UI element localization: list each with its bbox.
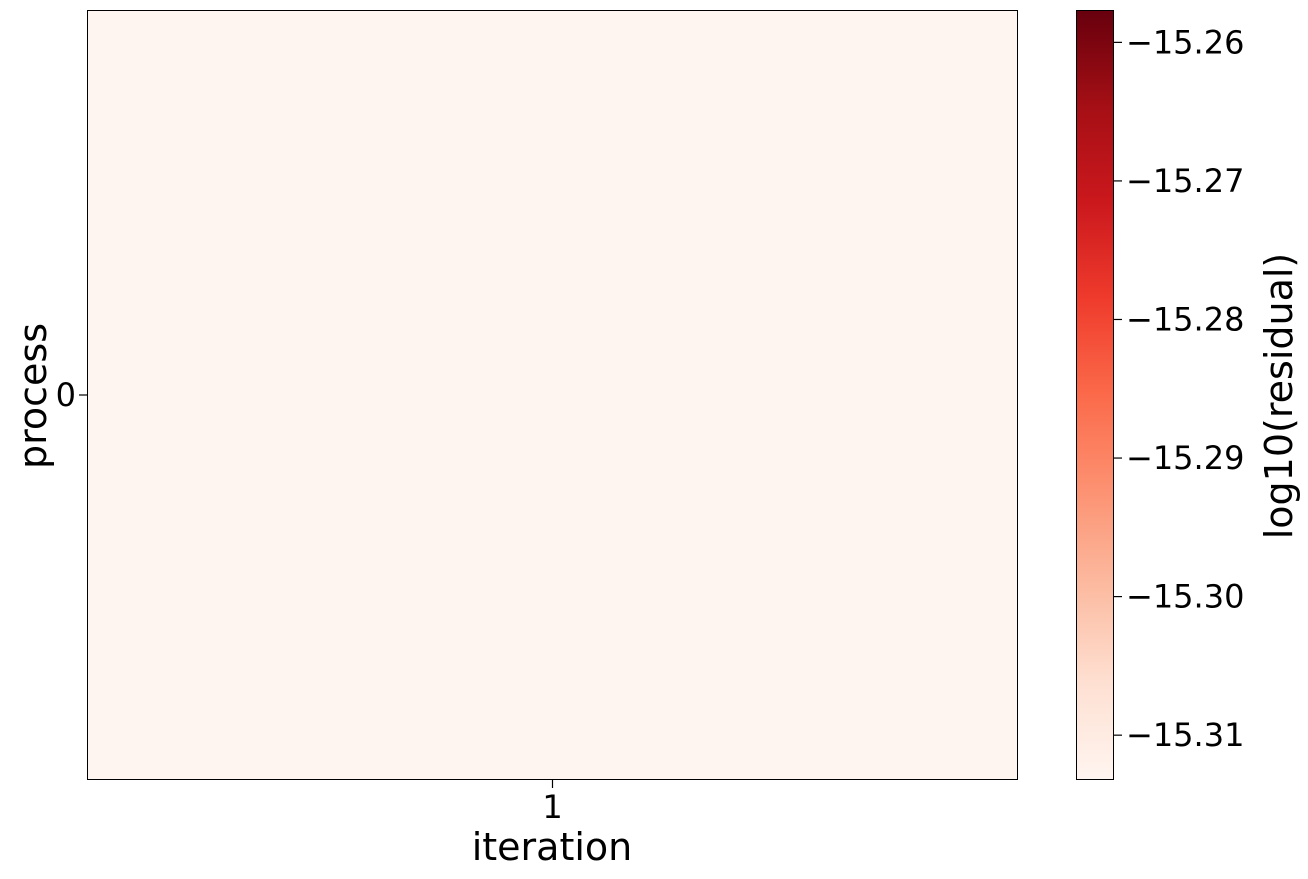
colorbar-label: log10(residual) xyxy=(1257,253,1301,540)
colorbar-tick-label: −15.30 xyxy=(1126,578,1244,616)
x-axis-label: iteration xyxy=(472,825,633,869)
colorbar-tick-label: −15.31 xyxy=(1126,716,1244,754)
heatmap-cells xyxy=(88,11,1017,779)
y-tick-label: 0 xyxy=(56,376,76,414)
y-axis-label: process xyxy=(11,323,55,469)
colorbar-tick-label: −15.28 xyxy=(1126,300,1244,338)
colorbar-tick-label: −15.26 xyxy=(1126,23,1244,61)
colorbar-ticks: −15.31 −15.30 −15.29 −15.28 −15.27 −15.26 xyxy=(1113,23,1244,754)
colorbar-tick-label: −15.29 xyxy=(1126,439,1244,477)
x-axis-ticks: 1 xyxy=(542,779,563,826)
y-axis-ticks: 0 xyxy=(56,376,88,414)
colorbar xyxy=(1076,10,1114,780)
x-tick-label: 1 xyxy=(542,788,562,826)
colorbar-tick-label: −15.27 xyxy=(1126,162,1244,200)
heatmap-cell xyxy=(88,11,1017,779)
